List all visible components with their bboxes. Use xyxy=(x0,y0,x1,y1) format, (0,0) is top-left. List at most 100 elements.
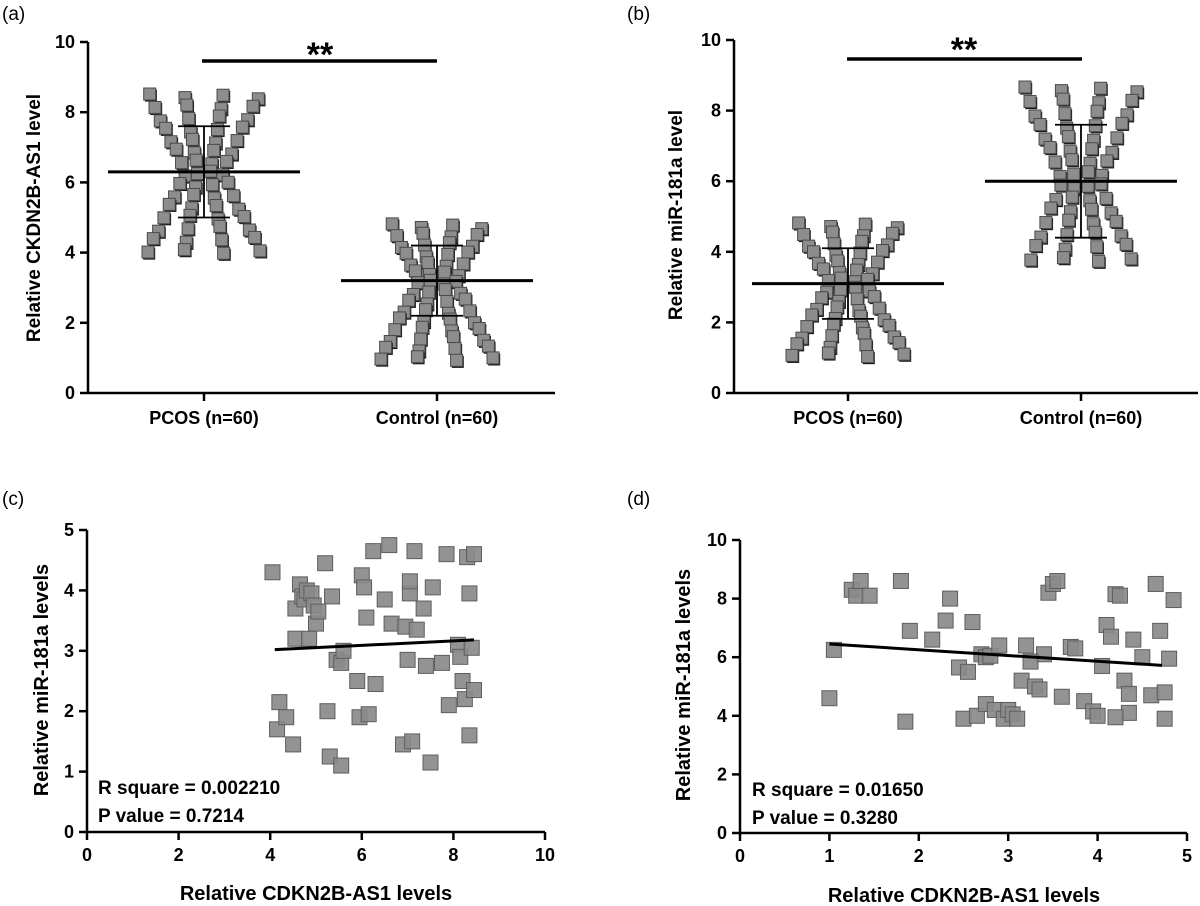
data-point xyxy=(1031,681,1048,698)
data-point xyxy=(1110,131,1125,146)
c-axes-y-tick-label: 5 xyxy=(64,520,74,540)
panel-c-points xyxy=(264,537,483,774)
data-point xyxy=(301,630,318,647)
data-point xyxy=(438,283,453,298)
data-point xyxy=(399,246,414,261)
data-point xyxy=(187,187,201,203)
data-point xyxy=(226,189,241,204)
data-point xyxy=(1124,252,1139,267)
data-point xyxy=(185,132,200,147)
data-point xyxy=(872,301,887,316)
panel-d-y-axis-title: Relative miR-181a levels xyxy=(673,569,695,801)
data-point xyxy=(207,143,221,158)
data-point xyxy=(1125,631,1142,648)
data-point xyxy=(146,232,161,247)
data-point xyxy=(433,654,450,671)
data-point xyxy=(1165,592,1182,609)
panel-d-label: (d) xyxy=(627,489,650,510)
data-point xyxy=(162,197,177,212)
data-point xyxy=(438,265,452,280)
data-point xyxy=(1085,142,1100,157)
data-point xyxy=(399,651,416,668)
data-point xyxy=(319,703,336,720)
b-axes-y-tick-label: 4 xyxy=(711,242,721,262)
data-point xyxy=(169,142,184,157)
b-axes-y-tick-label: 8 xyxy=(711,101,721,121)
c-axes-x-tick-label: 10 xyxy=(535,845,555,865)
regression-line xyxy=(274,638,475,652)
a-axes-y-tick-label: 4 xyxy=(65,243,75,263)
d-axes-x-tick-label: 5 xyxy=(1182,846,1192,866)
data-point xyxy=(356,579,373,596)
data-point xyxy=(964,614,981,631)
data-point xyxy=(182,111,196,127)
a-axes-y-tick-label: 8 xyxy=(65,102,75,122)
data-point xyxy=(1065,190,1080,205)
data-point xyxy=(456,257,471,272)
data-point xyxy=(1111,587,1128,604)
data-point xyxy=(1090,104,1105,119)
data-point xyxy=(269,721,286,738)
data-point xyxy=(466,546,483,563)
data-point xyxy=(183,208,198,223)
d-axes-y-tick-label: 0 xyxy=(717,823,727,843)
data-point xyxy=(861,587,878,604)
data-point xyxy=(253,244,268,259)
data-point xyxy=(1109,214,1124,229)
data-point xyxy=(1115,116,1130,131)
panel-b-label: (b) xyxy=(627,4,650,25)
c-axes-y-tick-label: 3 xyxy=(64,641,74,661)
data-point xyxy=(1053,688,1070,705)
b-axes-y-tick-label: 10 xyxy=(701,30,721,50)
data-point xyxy=(1065,153,1080,168)
panel-b-axes: 0 2 4 6 8 10 PCOS (n=60) Control (n=60) xyxy=(701,30,1198,428)
data-point xyxy=(861,350,875,365)
data-point xyxy=(416,226,431,241)
data-point xyxy=(1089,707,1106,724)
d-axes-x-tick-label: 3 xyxy=(1003,846,1013,866)
data-point xyxy=(942,590,959,607)
d-axes-y-tick-label: 6 xyxy=(717,647,727,667)
data-point xyxy=(1058,107,1073,122)
data-point xyxy=(381,537,398,554)
data-point xyxy=(390,229,405,244)
data-point xyxy=(181,222,196,237)
data-point xyxy=(1120,685,1137,702)
data-point xyxy=(785,348,800,363)
panel-b-significance-stars: ** xyxy=(951,31,978,69)
data-point xyxy=(212,109,227,124)
data-point xyxy=(1147,575,1164,592)
data-point xyxy=(1067,640,1084,657)
data-point xyxy=(797,228,811,243)
c-axes-x-tick-label: 4 xyxy=(265,845,275,865)
data-point xyxy=(1125,93,1140,108)
data-point xyxy=(148,100,163,116)
panel-a-points xyxy=(141,87,501,368)
c-axes-y-tick-label: 1 xyxy=(64,762,74,782)
data-point xyxy=(324,588,341,605)
data-point xyxy=(285,736,302,753)
data-point xyxy=(852,573,869,590)
data-point xyxy=(246,99,261,114)
c-axes-y-tick-label: 4 xyxy=(64,580,74,600)
data-point xyxy=(278,709,295,726)
data-point xyxy=(287,630,304,647)
data-point xyxy=(1056,251,1071,266)
panel-d-scatter-plot: (d) Relative miR-181a levels Relative CD… xyxy=(627,489,1192,906)
d-axes-y-tick-label: 2 xyxy=(717,764,727,784)
panel-c-y-axis-title: Relative miR-181a levels xyxy=(31,564,53,796)
data-point xyxy=(1043,141,1058,156)
panel-c-scatter-plot: (c) Relative miR-181a levels Relative CD… xyxy=(2,489,555,905)
data-point xyxy=(421,256,436,271)
data-point xyxy=(349,673,366,689)
data-point xyxy=(143,87,157,102)
data-point xyxy=(1120,704,1137,721)
data-point xyxy=(376,591,393,608)
data-point xyxy=(310,603,327,620)
d-axes-x-tick-label: 4 xyxy=(1093,846,1103,866)
panel-d-axes: 0 2 4 6 8 10 0 1 2 3 4 5 xyxy=(707,530,1192,866)
data-point xyxy=(190,167,205,182)
data-point xyxy=(383,615,400,632)
panel-a-axes: 0 2 4 6 8 10 PCOS (n=60) Control (n=60) xyxy=(55,32,555,428)
